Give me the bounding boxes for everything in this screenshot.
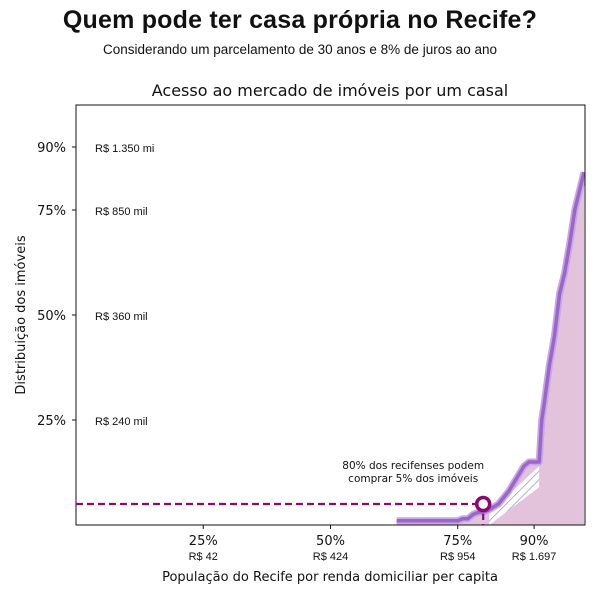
- y-tick-sublabel: R$ 360 mil: [95, 311, 148, 323]
- page-title: Quem pode ter casa própria no Recife?: [62, 6, 538, 34]
- x-axis-label: População do Recife por renda domiciliar…: [162, 570, 498, 585]
- area-fill: [396, 172, 584, 525]
- y-tick-sublabel: R$ 240 mil: [95, 416, 148, 428]
- chart-title: Acesso ao mercado de imóveis por um casa…: [152, 81, 509, 100]
- x-tick-sublabel: R$ 954: [440, 551, 475, 563]
- y-tick-label: 50%: [37, 309, 66, 324]
- x-axis-ticks: 25% R$ 42 50% R$ 424 75% R$ 954 90% R$ 1.697: [189, 525, 557, 563]
- x-tick-label: 75%: [443, 534, 472, 549]
- hatched-region: [489, 466, 540, 525]
- annotation-text-line: comprar 5% dos imóveis: [348, 473, 478, 485]
- annotation-text-line: 80% dos recifenses podem: [342, 460, 484, 472]
- page-subtitle: Considerando um parcelamento de 30 anos …: [102, 42, 497, 57]
- y-tick-sublabel: R$ 1.350 mi: [95, 143, 154, 155]
- x-tick-sublabel: R$ 42: [189, 551, 218, 563]
- x-tick-label: 25%: [189, 534, 218, 549]
- axes-frame: [75, 104, 586, 526]
- y-tick-label: 75%: [37, 204, 66, 219]
- x-tick-sublabel: R$ 424: [313, 551, 348, 563]
- y-axis-ticks: 25% R$ 240 mil 50% R$ 360 mil 75% R$ 850 mil 9…: [37, 141, 154, 429]
- plot-area: [396, 171, 585, 525]
- y-tick-label: 25%: [37, 414, 66, 429]
- y-axis-label: Distribuição dos imóveis: [14, 235, 29, 394]
- y-tick-sublabel: R$ 850 mil: [95, 206, 148, 218]
- x-tick-label: 90%: [520, 534, 549, 549]
- y-tick-label: 90%: [37, 141, 66, 156]
- series-line: [396, 171, 585, 523]
- annotation-marker: [474, 495, 492, 513]
- x-tick-sublabel: R$ 1.697: [512, 551, 557, 563]
- x-tick-label: 50%: [316, 534, 345, 549]
